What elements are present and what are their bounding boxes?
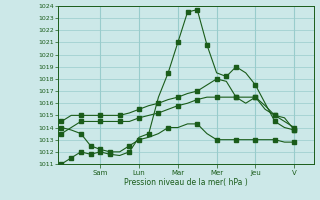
X-axis label: Pression niveau de la mer( hPa ): Pression niveau de la mer( hPa ) — [124, 178, 247, 187]
